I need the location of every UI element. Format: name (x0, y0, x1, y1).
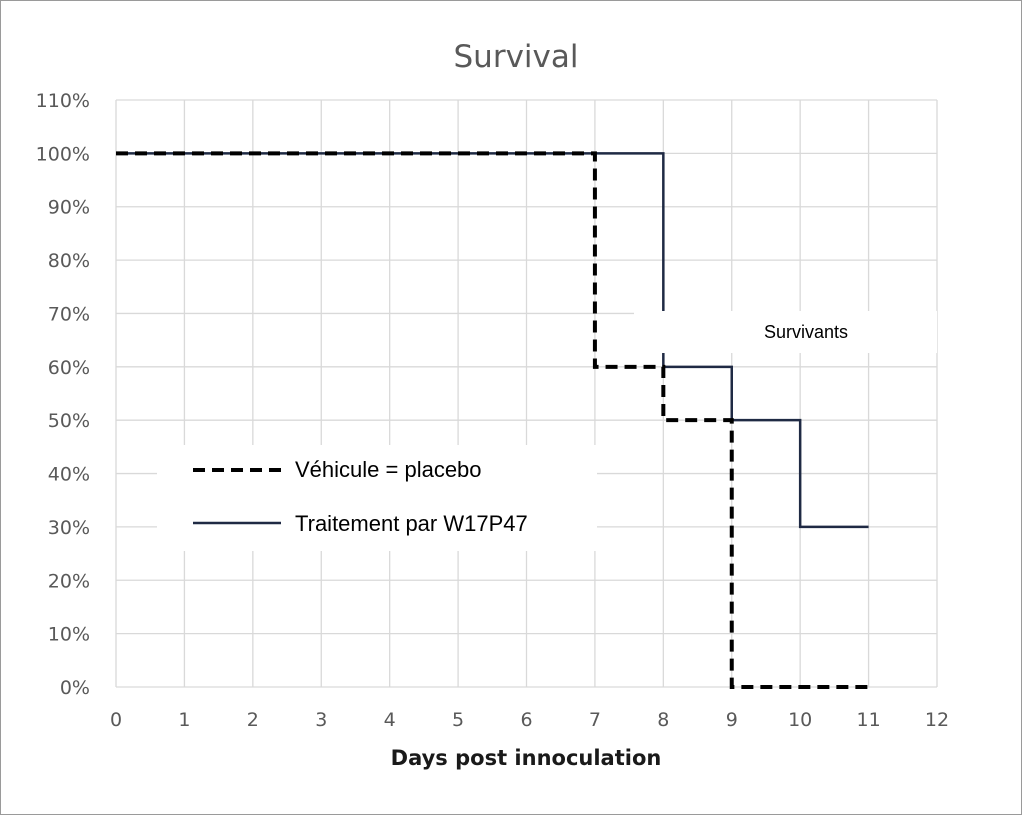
y-tick-label: 60% (48, 357, 90, 379)
x-tick-label: 5 (452, 709, 464, 731)
legend-label-placebo: Véhicule = placebo (295, 457, 482, 482)
legend: Véhicule = placebo Traitement par W17P47 (157, 445, 597, 551)
x-tick-label: 9 (726, 709, 738, 731)
y-tick-label: 0% (60, 677, 90, 699)
y-tick-label: 30% (48, 517, 90, 539)
x-tick-label: 10 (788, 709, 812, 731)
x-tick-label: 8 (657, 709, 669, 731)
series-group (116, 151, 869, 689)
x-axis-label: Days post innoculation (391, 746, 662, 770)
legend-label-treatment: Traitement par W17P47 (295, 511, 528, 536)
y-tick-label: 40% (48, 464, 90, 486)
y-tick-label: 80% (48, 250, 90, 272)
annotation-box: Survivants (634, 311, 937, 353)
y-tick-label: 50% (48, 410, 90, 432)
y-tick-label: 10% (48, 624, 90, 646)
annotation-background (634, 311, 937, 353)
series-line-placebo (116, 151, 869, 689)
grid (115, 99, 938, 688)
x-tick-label: 11 (856, 709, 880, 731)
chart-title: Survival (454, 39, 579, 75)
y-tick-label: 90% (48, 197, 90, 219)
annotation-survivants: Survivants (764, 322, 848, 342)
x-tick-label: 1 (178, 709, 190, 731)
y-tick-label: 70% (48, 303, 90, 325)
x-tick-label: 6 (520, 709, 532, 731)
x-tick-label: 2 (247, 709, 259, 731)
x-tick-label: 3 (315, 709, 327, 731)
x-tick-label: 7 (589, 709, 601, 731)
y-tick-label: 100% (36, 143, 90, 165)
y-tick-label: 110% (36, 90, 90, 112)
series-line-treatment (116, 152, 869, 529)
x-tick-label: 4 (384, 709, 396, 731)
x-tick-label: 0 (110, 709, 122, 731)
x-tick-label: 12 (925, 709, 949, 731)
x-axis-ticks: 0 1 2 3 4 5 6 7 8 9 10 11 12 (110, 709, 949, 731)
legend-background (157, 445, 597, 551)
y-axis-ticks: 0% 10% 20% 30% 40% 50% 60% 70% 80% 90% 100% 110% (36, 90, 90, 699)
y-tick-label: 20% (48, 570, 90, 592)
